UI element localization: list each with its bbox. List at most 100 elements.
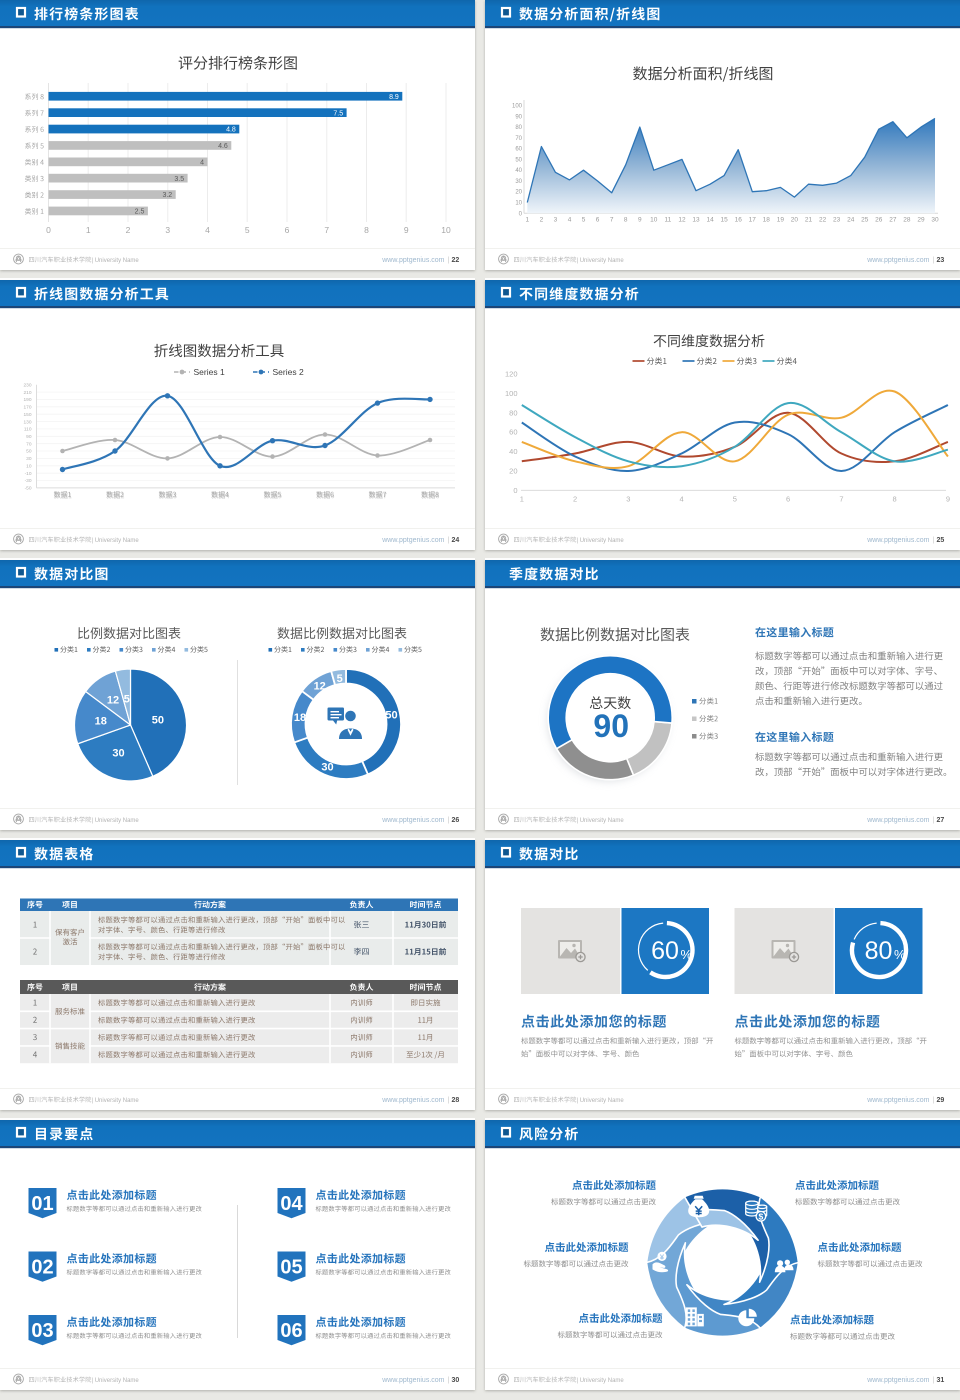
svg-text:|: |	[448, 1377, 450, 1384]
svg-text:13: 13	[692, 217, 700, 224]
svg-text:19: 19	[777, 217, 785, 224]
svg-text:28: 28	[903, 217, 911, 224]
svg-text:12: 12	[107, 694, 119, 706]
svg-text:11: 11	[665, 217, 672, 224]
svg-text:70: 70	[26, 441, 32, 447]
svg-text:|: |	[448, 537, 450, 544]
svg-text:50: 50	[385, 710, 397, 722]
svg-text:23: 23	[937, 257, 945, 264]
svg-text:|: |	[933, 817, 935, 824]
svg-text:70: 70	[515, 136, 522, 142]
svg-text:25: 25	[937, 537, 945, 544]
svg-text:170: 170	[23, 405, 31, 411]
svg-text:4: 4	[680, 495, 684, 504]
svg-text:|: |	[933, 1097, 935, 1104]
svg-text:4.8: 4.8	[226, 127, 236, 134]
svg-text:04: 04	[280, 1193, 303, 1215]
svg-text:| University Name: | University Name	[92, 1378, 140, 1384]
svg-text:¥: ¥	[660, 1252, 665, 1261]
svg-text:%: %	[894, 947, 906, 962]
svg-text:230: 230	[23, 382, 31, 388]
svg-text:28: 28	[452, 1097, 460, 1104]
svg-text:26: 26	[452, 817, 460, 824]
svg-text:www.pptgenius.com: www.pptgenius.com	[381, 817, 444, 824]
svg-text:5: 5	[337, 673, 343, 685]
svg-text:2: 2	[540, 217, 544, 224]
svg-text:7.5: 7.5	[333, 110, 343, 117]
svg-text:6: 6	[285, 225, 290, 235]
svg-text:24: 24	[452, 537, 460, 544]
svg-text:10: 10	[26, 464, 32, 470]
svg-text:0: 0	[46, 225, 51, 235]
svg-text:| University Name: | University Name	[92, 538, 140, 544]
svg-text:www.pptgenius.com: www.pptgenius.com	[866, 1097, 929, 1104]
svg-text:|: |	[933, 257, 935, 264]
svg-text:1: 1	[520, 495, 524, 504]
svg-text:5: 5	[733, 495, 737, 504]
svg-text:03: 03	[31, 1320, 53, 1342]
svg-text:5: 5	[245, 225, 250, 235]
svg-text:31: 31	[937, 1377, 945, 1384]
svg-text:29: 29	[937, 1097, 945, 1104]
svg-text:20: 20	[791, 217, 799, 224]
svg-text:3: 3	[626, 495, 630, 504]
svg-text:100: 100	[512, 104, 523, 110]
svg-text:110: 110	[24, 427, 32, 433]
svg-text:-50: -50	[25, 486, 32, 492]
svg-text:1: 1	[86, 225, 91, 235]
svg-text:90: 90	[26, 434, 32, 440]
svg-text:05: 05	[280, 1256, 302, 1278]
svg-text:8: 8	[624, 217, 628, 224]
svg-text:www.pptgenius.com: www.pptgenius.com	[866, 257, 929, 264]
svg-text:26: 26	[875, 217, 883, 224]
svg-text:6: 6	[786, 495, 790, 504]
svg-text:4: 4	[205, 225, 210, 235]
svg-text:9: 9	[404, 225, 409, 235]
svg-text:02: 02	[31, 1256, 53, 1278]
svg-text:www.pptgenius.com: www.pptgenius.com	[866, 537, 929, 544]
svg-text:20: 20	[515, 190, 522, 196]
svg-text:5: 5	[124, 693, 130, 705]
svg-text:30: 30	[112, 748, 124, 760]
svg-text:190: 190	[23, 397, 31, 403]
svg-text:60: 60	[509, 428, 517, 437]
svg-text:06: 06	[280, 1320, 302, 1342]
svg-text:1: 1	[525, 217, 529, 224]
svg-text:4: 4	[200, 160, 204, 167]
svg-text:www.pptgenius.com: www.pptgenius.com	[381, 1097, 444, 1104]
svg-text:80: 80	[865, 937, 893, 965]
svg-text:8: 8	[364, 225, 369, 235]
svg-text:9: 9	[946, 495, 950, 504]
svg-text:40: 40	[515, 168, 522, 174]
svg-text:21: 21	[805, 217, 813, 224]
svg-text:40: 40	[509, 447, 517, 456]
svg-text:10: 10	[441, 225, 451, 235]
svg-text:|: |	[448, 257, 450, 264]
svg-text:3: 3	[165, 225, 170, 235]
svg-text:5: 5	[582, 217, 586, 224]
svg-text:| University Name: | University Name	[577, 538, 625, 544]
svg-text:25: 25	[861, 217, 869, 224]
svg-text:2: 2	[126, 225, 131, 235]
svg-text:Series 2: Series 2	[273, 367, 304, 377]
svg-text:30: 30	[26, 456, 32, 462]
svg-text:www.pptgenius.com: www.pptgenius.com	[381, 537, 444, 544]
svg-text:| University Name: | University Name	[577, 1098, 625, 1104]
svg-text:150: 150	[23, 412, 31, 418]
svg-text:120: 120	[505, 370, 518, 379]
svg-text:10: 10	[650, 217, 658, 224]
svg-text:| University Name: | University Name	[92, 258, 140, 264]
svg-text:50: 50	[152, 714, 164, 726]
svg-text:4: 4	[568, 217, 572, 224]
svg-text:80: 80	[515, 125, 522, 131]
svg-text:3.2: 3.2	[162, 192, 172, 199]
svg-text:8.9: 8.9	[389, 94, 399, 101]
svg-text:30: 30	[515, 179, 522, 185]
svg-text:0: 0	[513, 486, 517, 495]
svg-text:01: 01	[31, 1193, 53, 1215]
svg-text:60: 60	[515, 147, 522, 153]
svg-text:15: 15	[720, 217, 728, 224]
svg-text:14: 14	[706, 217, 714, 224]
svg-text:90: 90	[515, 114, 522, 120]
svg-text:| University Name: | University Name	[92, 818, 140, 824]
